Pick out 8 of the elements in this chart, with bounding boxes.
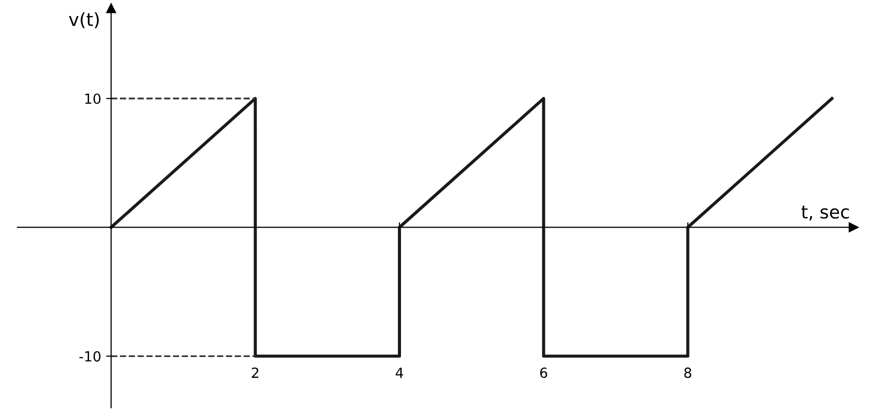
x-axis-title: t, sec bbox=[801, 206, 849, 221]
x-tick-label: 4 bbox=[396, 368, 404, 378]
y-axis-title: v(t) bbox=[69, 12, 99, 28]
x-tick-label: 6 bbox=[540, 368, 548, 378]
y-tick-label: 10 bbox=[85, 93, 100, 104]
x-tick-label: 8 bbox=[684, 368, 692, 378]
y-tick-label: -10 bbox=[79, 351, 100, 362]
x-tick-label: 2 bbox=[252, 368, 258, 378]
